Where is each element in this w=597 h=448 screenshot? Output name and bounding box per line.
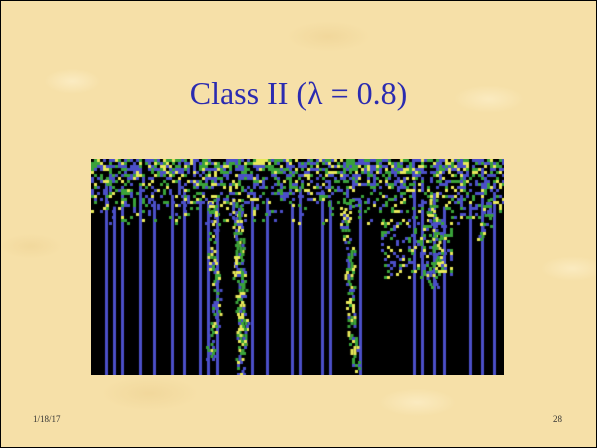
cellular-automaton-image	[91, 159, 504, 375]
slide-date: 1/18/17	[33, 414, 61, 424]
cellular-automaton-canvas	[91, 159, 504, 375]
slide-title: Class II (λ = 0.8)	[189, 75, 408, 111]
slide-page-number: 28	[553, 414, 562, 424]
